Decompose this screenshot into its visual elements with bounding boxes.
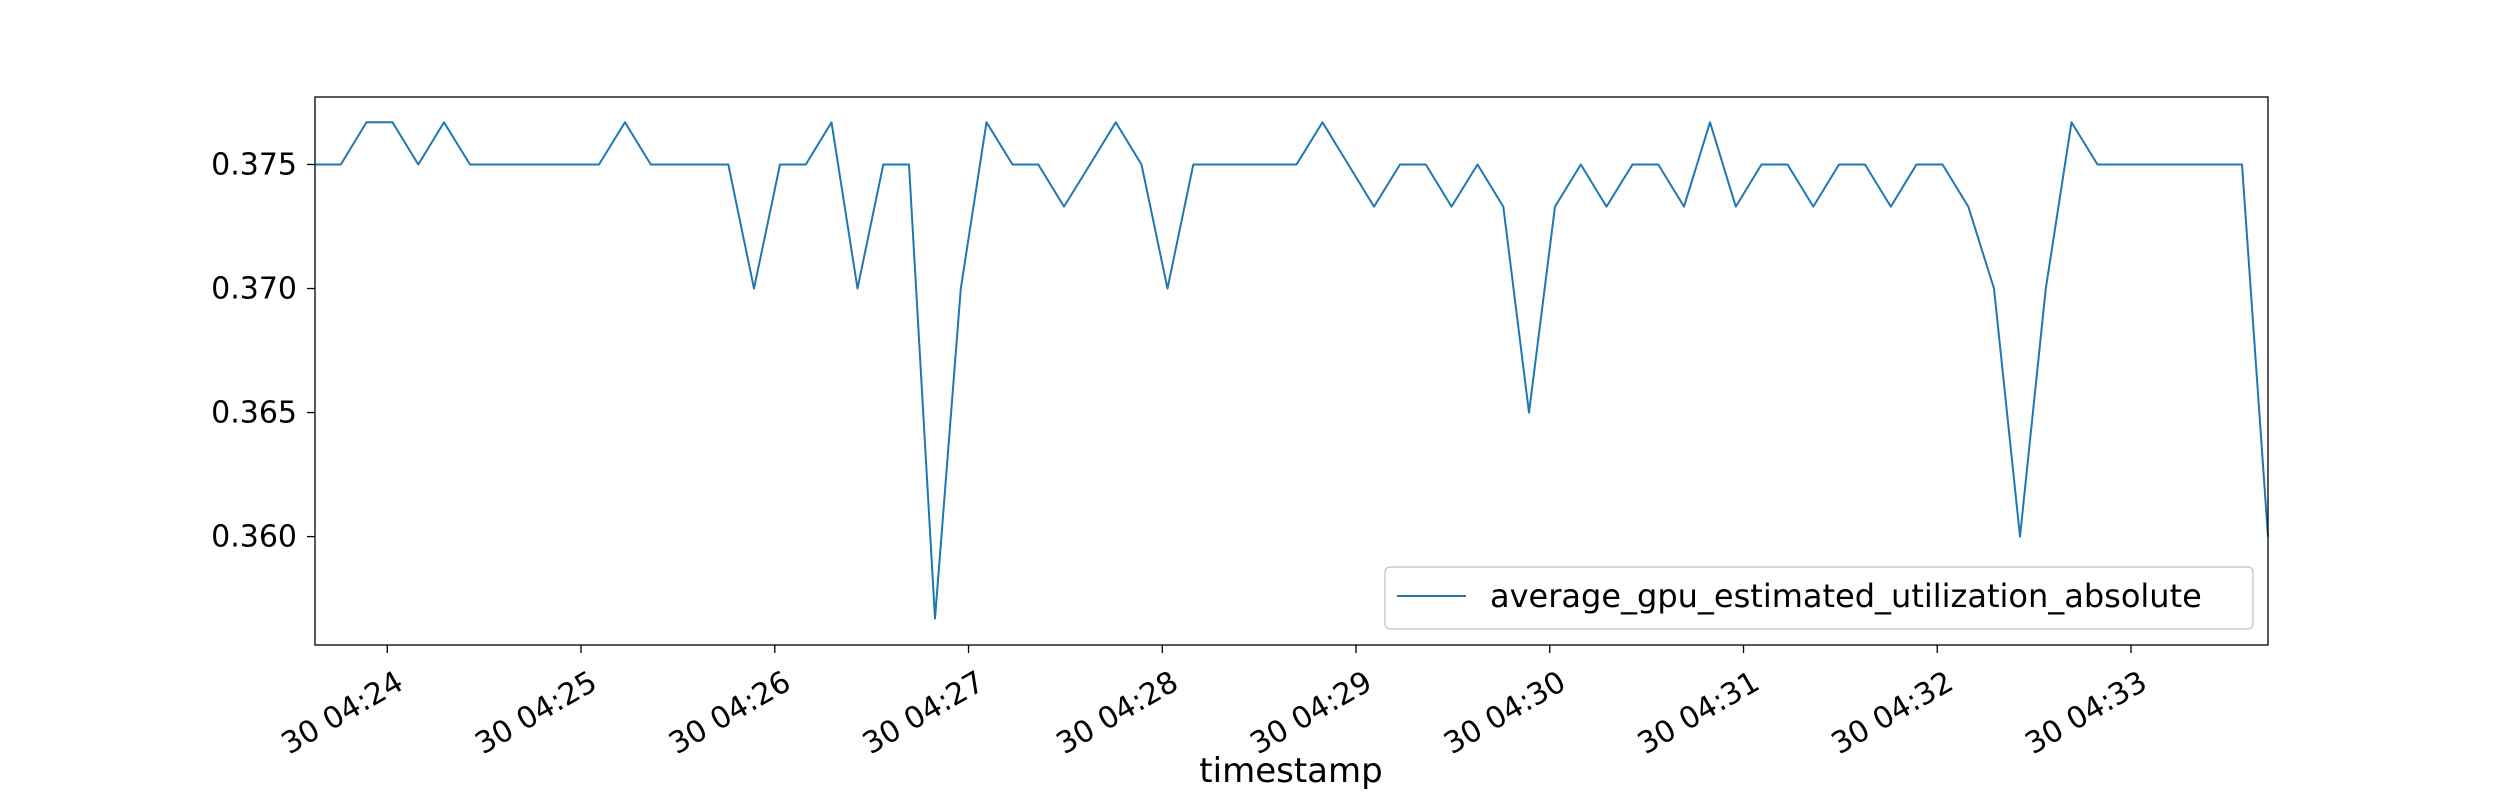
- x-axis: 30 04:24 30 04:25 30 04:26 30 04:27 30 04:28…: [276, 645, 2153, 762]
- x-tick-label: 30 04:24: [276, 664, 410, 761]
- y-tick-label: 0.370: [211, 272, 297, 307]
- legend-box: [1384, 566, 2254, 630]
- legend: average_gpu_estimated_utilization_absolu…: [1384, 566, 2254, 630]
- y-axis: 0.360 0.365 0.370 0.375: [211, 147, 315, 555]
- x-tick-label: 30 04:29: [1244, 664, 1378, 761]
- x-tick-label: 30 04:32: [1826, 664, 1960, 761]
- x-axis-label: timestamp: [1199, 751, 1382, 791]
- x-tick-label: 30 04:26: [663, 664, 797, 761]
- x-tick-label: 30 04:28: [1051, 664, 1185, 761]
- plot-frame: [314, 96, 2269, 646]
- x-tick-label: 30 04:31: [1632, 664, 1766, 761]
- y-tick-label: 0.375: [211, 147, 297, 182]
- y-tick-label: 0.365: [211, 396, 297, 431]
- legend-label: average_gpu_estimated_utilization_absolu…: [1490, 577, 2202, 615]
- series-line: [315, 121, 2269, 620]
- x-tick-label: 30 04:33: [2019, 664, 2153, 761]
- plot-area: [315, 97, 2268, 645]
- x-tick-label: 30 04:30: [1438, 664, 1572, 761]
- x-tick-label: 30 04:27: [857, 664, 991, 761]
- x-tick-label: 30 04:25: [469, 664, 603, 761]
- y-tick-label: 0.360: [211, 520, 297, 555]
